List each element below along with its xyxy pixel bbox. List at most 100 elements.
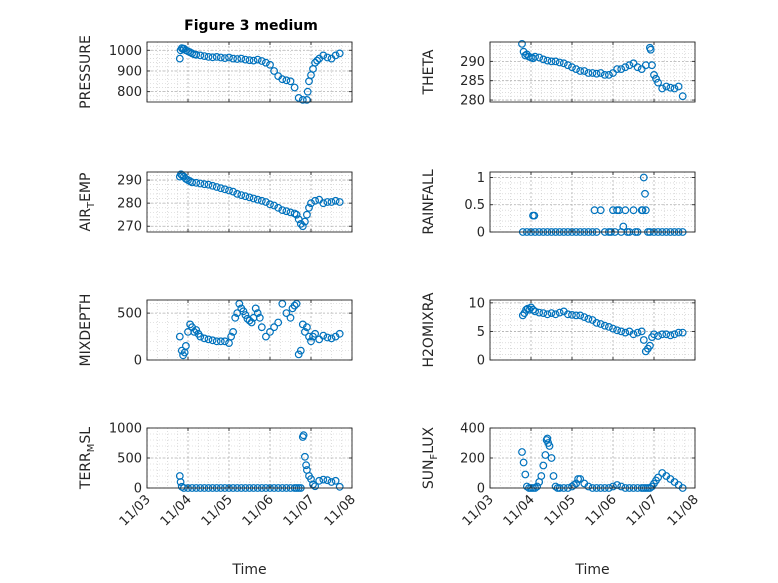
data-point xyxy=(319,199,328,208)
data-point xyxy=(331,51,340,60)
data-point xyxy=(212,183,221,191)
data-point xyxy=(257,323,266,332)
data-point xyxy=(633,63,642,72)
data-point xyxy=(175,54,184,63)
data-point xyxy=(518,448,526,456)
data-point xyxy=(204,180,213,189)
data-point xyxy=(654,332,662,340)
data-point xyxy=(292,299,301,308)
data-point xyxy=(335,482,344,491)
data-point xyxy=(519,458,528,467)
x-tick-label: 11/04 xyxy=(158,492,195,529)
data-point xyxy=(678,328,687,337)
y-axis-label: THETA xyxy=(421,49,437,95)
data-point xyxy=(596,206,605,215)
data-point xyxy=(303,323,311,332)
data-point xyxy=(652,74,660,83)
data-point xyxy=(609,324,617,333)
axes-box xyxy=(146,299,353,361)
y-tick-label: 280 xyxy=(460,94,485,109)
data-point xyxy=(621,328,630,337)
data-point xyxy=(646,45,655,54)
y-tick-label: 500 xyxy=(117,307,142,322)
data-point xyxy=(543,56,552,65)
data-point xyxy=(613,65,621,73)
data-point xyxy=(319,331,328,340)
data-point xyxy=(311,196,320,205)
data-point xyxy=(331,476,340,485)
x-tick-label: 11/06 xyxy=(583,492,620,529)
data-point xyxy=(641,206,650,215)
data-point xyxy=(572,479,580,488)
y-axis-label: PRESSURE xyxy=(78,35,94,109)
data-point xyxy=(200,180,209,189)
data-point xyxy=(294,93,303,102)
x-tick-label: 11/08 xyxy=(665,492,702,529)
axes-box xyxy=(489,299,696,361)
data-point xyxy=(547,57,556,66)
y-tick-label: 900 xyxy=(117,64,142,79)
data-point xyxy=(535,53,544,62)
axes-box xyxy=(146,171,353,233)
data-point xyxy=(220,185,229,194)
data-point xyxy=(568,311,576,319)
axes-box xyxy=(146,41,353,103)
y-tick-label: 290 xyxy=(460,55,485,70)
y-axis-label: H2OMIXRA xyxy=(421,292,437,367)
data-point xyxy=(204,335,213,344)
data-point xyxy=(609,69,617,77)
data-point xyxy=(249,194,258,203)
data-point xyxy=(262,58,270,67)
data-point xyxy=(225,53,233,62)
data-point xyxy=(200,334,209,343)
figure-title: Figure 3 medium xyxy=(184,18,318,34)
data-point xyxy=(650,330,658,339)
data-point xyxy=(319,475,328,484)
data-point xyxy=(539,55,548,64)
data-point xyxy=(621,206,630,215)
data-point xyxy=(239,307,248,316)
data-point xyxy=(274,203,283,212)
data-point xyxy=(545,442,554,450)
data-point xyxy=(296,219,305,228)
y-tick-label: 290 xyxy=(117,174,142,189)
data-point xyxy=(592,69,601,78)
axes-box xyxy=(489,41,696,103)
data-point xyxy=(539,461,548,470)
data-point xyxy=(543,310,552,319)
data-point xyxy=(181,342,190,350)
data-point xyxy=(639,173,648,182)
data-point xyxy=(576,67,585,75)
panel-terr_msl: 0 500 1000 11/03 11/04 11/05 11/06 11/07 11/08 Ti… xyxy=(78,422,359,579)
data-point xyxy=(301,452,309,461)
data-point xyxy=(315,476,324,485)
data-point xyxy=(531,52,539,61)
x-tick-label: 11/06 xyxy=(240,492,277,529)
x-tick-label: 11/03 xyxy=(117,492,154,529)
data-point xyxy=(648,61,656,70)
data-point xyxy=(674,82,683,91)
data-point xyxy=(196,179,205,188)
data-point xyxy=(666,83,675,92)
data-point xyxy=(311,482,320,491)
data-point xyxy=(629,59,638,68)
y-tick-label: 1000 xyxy=(109,422,142,437)
data-point xyxy=(229,54,238,63)
y-tick-label: 0.5 xyxy=(464,198,485,213)
data-point xyxy=(527,303,535,312)
data-point xyxy=(192,178,201,187)
data-point xyxy=(190,328,199,336)
x-tick-label: 11/07 xyxy=(624,492,661,529)
data-point xyxy=(255,313,264,322)
axes-box xyxy=(489,171,696,233)
data-point xyxy=(208,53,217,62)
data-point xyxy=(196,332,205,341)
data-point xyxy=(266,200,274,209)
y-axis-label: MIXDEPTH xyxy=(78,294,94,367)
data-point xyxy=(629,330,638,339)
data-point xyxy=(335,49,344,58)
x-tick-label: 11/04 xyxy=(501,492,538,529)
data-point xyxy=(313,56,322,65)
data-point xyxy=(278,75,287,84)
